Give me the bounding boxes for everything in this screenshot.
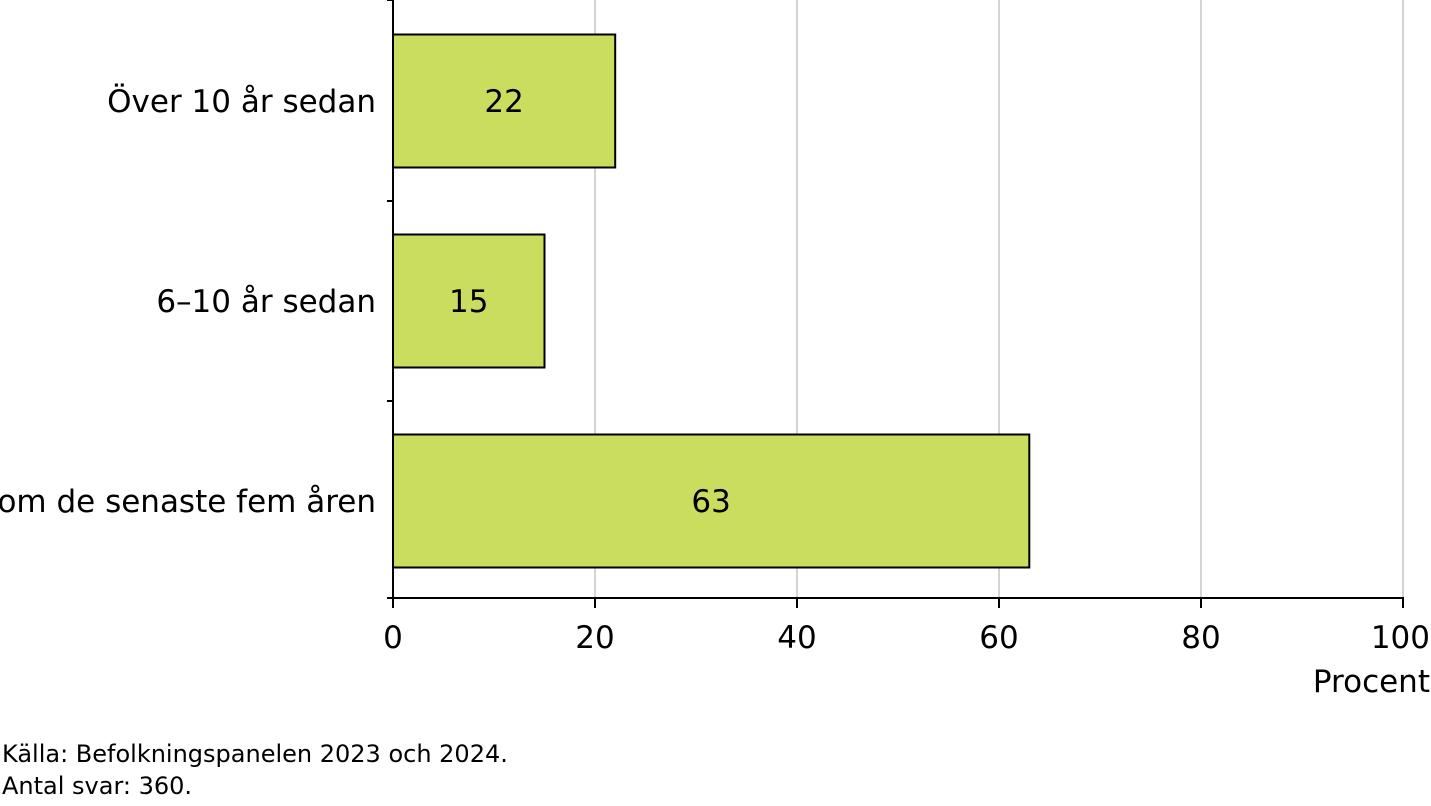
bar [392,433,1031,569]
axes [387,0,1404,608]
x-tick-label: 100 [1371,620,1430,656]
x-tick-label: 80 [1181,620,1220,656]
data-label: 22 [484,84,523,120]
x-tick-label: 0 [383,620,403,656]
source-note: Källa: Befolkningspanelen 2023 och 2024. [2,740,508,768]
data-label: 63 [691,484,730,520]
labels: 22 Över 10 år sedan 15 6–10 år sedan 63 Inom … [0,83,1430,656]
x-axis-title: Procent [1313,664,1430,700]
category-label: 6–10 år sedan [156,284,376,320]
x-tick-label: 60 [979,620,1018,656]
x-tick-label: 20 [575,620,614,656]
response-count-note: Antal svar: 360. [2,772,193,800]
category-label: Över 10 år sedan [107,83,376,120]
x-tick-label: 40 [777,620,816,656]
bar [392,33,617,169]
category-label: Inom de senaste fem åren [0,484,376,520]
data-label: 15 [449,284,488,320]
